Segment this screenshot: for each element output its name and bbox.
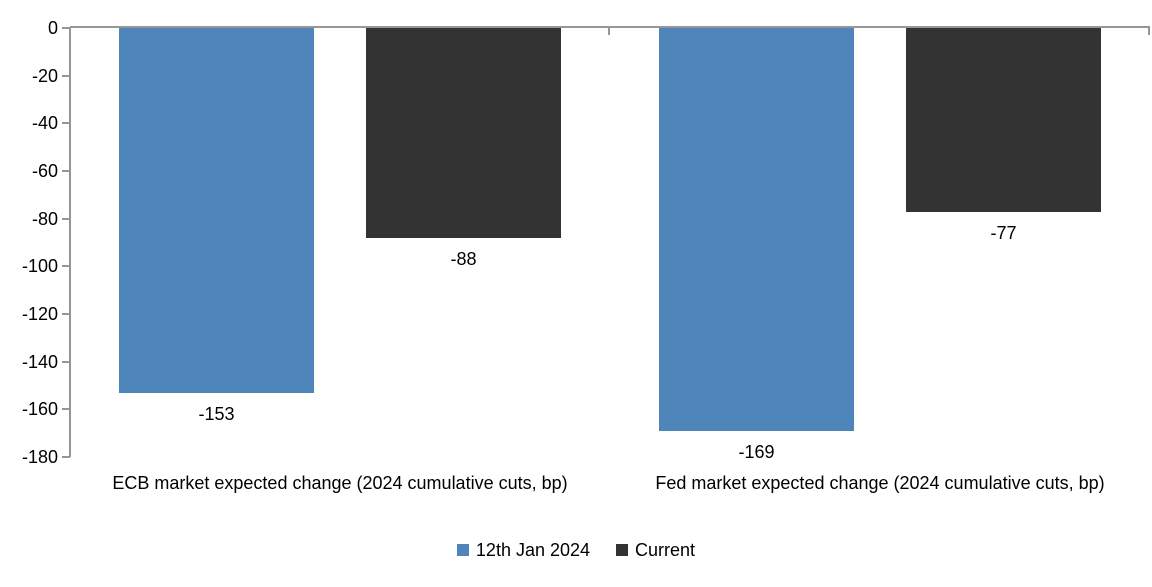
y-tick-label: -100 bbox=[21, 256, 58, 277]
y-tick-mark bbox=[62, 456, 70, 458]
bar-value-label: -169 bbox=[738, 441, 775, 462]
y-tick-label: -80 bbox=[31, 208, 58, 229]
category-label: Fed market expected change (2024 cumulat… bbox=[655, 473, 1105, 493]
y-tick-mark bbox=[62, 408, 70, 411]
bar-value-label: -77 bbox=[990, 222, 1017, 243]
bar-value-label: -153 bbox=[198, 403, 235, 424]
y-tick-label: -120 bbox=[21, 304, 58, 324]
y-tick-label: -60 bbox=[31, 161, 58, 181]
legend-label: Current bbox=[635, 540, 696, 560]
legend-label: 12th Jan 2024 bbox=[475, 540, 591, 560]
y-tick-mark bbox=[62, 122, 70, 125]
bar-current-fed bbox=[906, 28, 1101, 212]
legend-swatch-icon bbox=[616, 544, 629, 556]
y-tick-mark bbox=[62, 27, 70, 29]
y-tick-mark bbox=[62, 170, 70, 172]
y-tick-mark bbox=[62, 217, 70, 220]
y-tick-mark bbox=[62, 360, 70, 363]
bar-jan-ecb bbox=[119, 28, 314, 393]
y-tick-label: -140 bbox=[21, 351, 58, 372]
y-axis-line bbox=[69, 28, 71, 457]
bar-current-ecb bbox=[366, 28, 561, 238]
y-tick-label: -180 bbox=[21, 447, 58, 467]
y-tick-label: 0 bbox=[47, 18, 58, 38]
category-boundary-tick bbox=[608, 26, 610, 35]
y-tick-label: -160 bbox=[21, 399, 58, 420]
category-boundary-tick bbox=[1148, 26, 1150, 35]
y-tick-mark bbox=[62, 74, 70, 77]
y-tick-mark bbox=[62, 313, 70, 315]
legend: 12th Jan 2024 Current bbox=[0, 538, 1152, 562]
bar-value-label: -88 bbox=[450, 248, 477, 269]
category-label: ECB market expected change (2024 cumulat… bbox=[112, 473, 568, 493]
x-axis-zero-line bbox=[70, 26, 1150, 28]
legend-item: 12th Jan 2024 bbox=[456, 540, 591, 560]
legend-swatch-icon bbox=[456, 544, 469, 556]
bar-jan-fed bbox=[659, 28, 854, 431]
legend-item: Current bbox=[616, 540, 695, 560]
y-tick-label: -20 bbox=[31, 65, 58, 86]
y-tick-mark bbox=[62, 265, 70, 268]
y-tick-label: -40 bbox=[31, 113, 58, 134]
